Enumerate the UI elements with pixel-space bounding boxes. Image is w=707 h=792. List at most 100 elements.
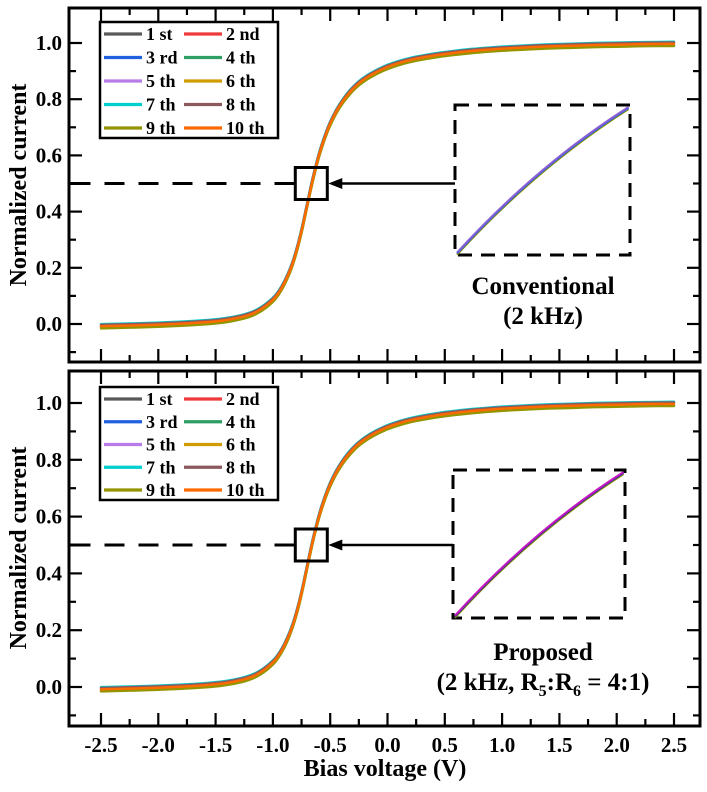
curve-10th [99, 402, 676, 691]
annotation-subscript: 6 [573, 683, 582, 700]
annotation-text-part: :R [546, 669, 574, 696]
legend-item-10th: 10 th [184, 118, 265, 138]
zoom-inset [451, 468, 627, 620]
legend-label: 3 rd [146, 48, 178, 68]
y-axis-label-bottom: Normalized current [6, 446, 32, 650]
x-tick-label: -2.0 [142, 733, 175, 757]
curve-9th [99, 44, 676, 330]
y-tick-label: 0.8 [36, 448, 62, 472]
legend-label: 1 st [146, 24, 173, 44]
zoom-inset-border [451, 468, 627, 620]
legend-item-8th: 8 th [184, 457, 256, 477]
y-tick-label: 0.4 [36, 561, 63, 585]
panel-border [67, 369, 702, 728]
zoom-square [293, 527, 329, 563]
zoom-square [293, 166, 329, 201]
legend-item-4th: 4 th [184, 412, 256, 432]
axis-ticks [69, 371, 700, 726]
legend-label: 1 st [146, 389, 173, 409]
legend-label: 7 th [146, 457, 176, 477]
legend-label: 10 th [226, 480, 265, 500]
y-tick-label: 0.2 [36, 256, 62, 280]
legend-item-4th: 4 th [184, 48, 256, 68]
y-axis-label-top: Normalized current [6, 83, 32, 287]
annotation-conventional: Conventional (2 kHz) [403, 272, 683, 332]
y-tick-label: 0.6 [36, 505, 62, 529]
legend-label: 2 nd [226, 24, 260, 44]
y-tick-label: 0.0 [36, 675, 62, 699]
x-tick-label: -2.5 [84, 733, 117, 757]
legend-item-10th: 10 th [184, 480, 265, 500]
legend-item-8th: 8 th [184, 95, 256, 115]
curve-10th [99, 42, 676, 328]
legend-label: 10 th [226, 118, 265, 138]
y-tick-label: 0.4 [36, 200, 63, 224]
legend-label: 9 th [146, 118, 176, 138]
arrow-head-icon [328, 539, 343, 551]
legend-label: 2 nd [226, 389, 260, 409]
annotation-line1: Conventional [471, 273, 615, 300]
panel-border [67, 6, 702, 364]
x-tick-label: -1.5 [199, 733, 232, 757]
legend-item-5th: 5 th [104, 435, 176, 455]
x-tick-label: 2.5 [661, 733, 687, 757]
x-tick-label: 0.5 [432, 733, 458, 757]
legend: 1 st 2 nd 3 rd 4 th 5 th 6 th 7 th 8 th 9 th 10 t… [98, 385, 280, 502]
annotation-text-part: = 4:1) [581, 669, 650, 696]
zoom-inset-border [453, 103, 632, 257]
legend-label: 8 th [226, 457, 256, 477]
y-tick-label: 1.0 [36, 391, 62, 415]
y-tick-label: 1.0 [36, 31, 62, 55]
legend-item-7th: 7 th [104, 95, 176, 115]
y-tick-label: 0.2 [36, 618, 62, 642]
zoom-inset-curve [456, 106, 630, 254]
legend-item-6th: 6 th [184, 435, 256, 455]
legend-label: 4 th [226, 48, 256, 68]
annotation-proposed: Proposed (2 kHz, R5:R6 = 4:1) [390, 638, 696, 707]
annotation-line2: (2 kHz, R5:R6 = 4:1) [390, 668, 696, 707]
legend-item-1st: 1 st [104, 24, 173, 44]
annotation-line1: Proposed [493, 639, 593, 666]
legend-label: 3 rd [146, 412, 178, 432]
x-tick-label: -1.0 [256, 733, 289, 757]
legend-item-2nd: 2 nd [184, 389, 260, 409]
legend-item-9th: 9 th [104, 118, 176, 138]
annotation-text-part: (2 kHz, R [436, 669, 539, 696]
x-axis-label: Bias voltage (V) [303, 756, 467, 782]
curves [99, 40, 676, 330]
annotation-line2: (2 kHz) [503, 303, 583, 330]
legend-item-5th: 5 th [104, 71, 176, 91]
legend-item-3rd: 3 rd [104, 48, 178, 68]
legend-label: 9 th [146, 480, 176, 500]
tick-labels: 0.0 0.2 0.4 0.6 0.8 1.0 [36, 31, 63, 336]
curves [99, 400, 676, 693]
legend-label: 5 th [146, 435, 176, 455]
zoom-inset [453, 103, 632, 257]
legend-item-2nd: 2 nd [184, 24, 260, 44]
legend-label: 8 th [226, 95, 256, 115]
annotation-subscript: 5 [538, 683, 547, 700]
x-tick-label: 0.0 [374, 733, 400, 757]
y-tick-label: 0.0 [36, 312, 62, 336]
legend-label: 6 th [226, 71, 256, 91]
curve-9th [99, 404, 676, 693]
legend-item-1st: 1 st [104, 389, 173, 409]
bottom-panel: 0.0 0.2 0.4 0.6 0.8 1.0 -2.5 -2.0 -1.5 -1.0 -0.5 0.… [36, 369, 702, 757]
x-tick-label: 1.5 [546, 733, 572, 757]
tick-labels: 0.0 0.2 0.4 0.6 0.8 1.0 -2.5 -2.0 -1.5 -1.0 -0.5 0.… [36, 391, 687, 757]
x-tick-label: 1.0 [489, 733, 515, 757]
legend-item-9th: 9 th [104, 480, 176, 500]
legend-item-7th: 7 th [104, 457, 176, 477]
legend-label: 6 th [226, 435, 256, 455]
top-panel: 0.0 0.2 0.4 0.6 0.8 1.0 1 st 2 nd 3 rd 4 th 5 th 6 … [36, 6, 702, 364]
y-tick-label: 0.6 [36, 143, 62, 167]
arrow-head-icon [328, 178, 343, 189]
x-tick-label: -0.5 [314, 733, 347, 757]
legend-item-6th: 6 th [184, 71, 256, 91]
legend-label: 5 th [146, 71, 176, 91]
zoom-inset-curve [454, 471, 625, 617]
y-tick-label: 0.8 [36, 87, 62, 111]
legend-label: 4 th [226, 412, 256, 432]
